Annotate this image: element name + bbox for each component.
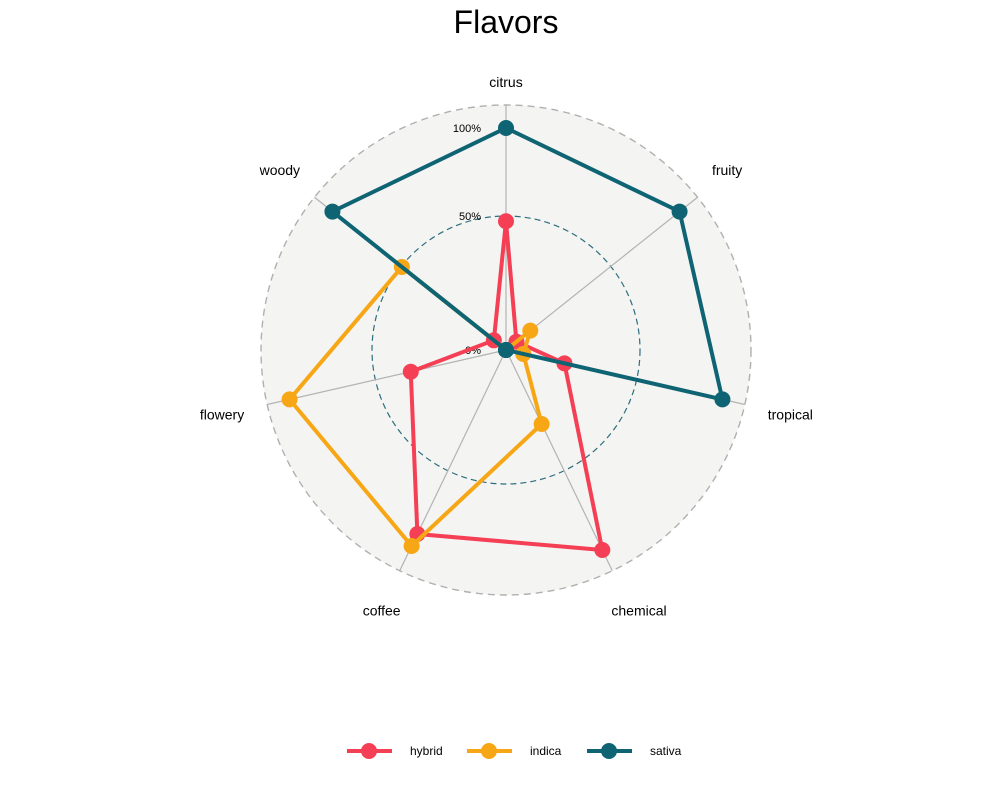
point-sativa-fruity [671,203,688,220]
series-sativa [324,120,731,408]
point-indica-fruity [522,322,539,339]
tick-labels: 0%50%100% [453,123,481,357]
point-indica-chemical [533,416,550,433]
axis-line-chemical [505,349,613,571]
chart-title: Flavors [454,4,559,40]
tick-label-1: 50% [459,211,481,223]
legend-label-hybrid: hybrid [410,744,443,758]
point-hybrid-flowery [402,363,419,380]
point-sativa-flowery [498,342,514,358]
legend-swatch-dot-hybrid [361,743,377,759]
legend: hybrid indica sativa [347,743,682,759]
legend-item-hybrid: hybrid [347,743,443,759]
point-indica-coffee [403,538,420,555]
legend-swatch-dot-indica [481,743,497,759]
axis-label-coffee: coffee [363,602,401,618]
axis-label-flowery: flowery [200,406,244,422]
axis-line-fruity [505,196,698,351]
point-indica-flowery [281,391,298,408]
axis-label-fruity: fruity [712,162,742,178]
tick-label-2: 100% [453,123,481,135]
point-hybrid-citrus [498,213,514,230]
axis-labels: citrus fruity tropical chemical coffee flower… [200,74,813,618]
point-sativa-woody [324,203,341,220]
series-layer [281,120,731,559]
legend-label-indica: indica [530,744,562,758]
axis-label-citrus: citrus [489,74,522,90]
point-sativa-citrus [498,120,514,136]
point-hybrid-chemical [594,542,611,559]
axis-line-flowery [267,349,507,406]
legend-item-indica: indica [467,743,562,759]
axis-label-woody: woody [259,162,300,178]
legend-item-sativa: sativa [587,743,682,759]
legend-swatch-dot-sativa [601,743,617,759]
series-line-sativa [330,126,725,402]
legend-label-sativa: sativa [650,744,682,758]
axis-label-chemical: chemical [611,602,666,618]
point-sativa-tropical [714,391,731,408]
axis-label-tropical: tropical [768,406,813,422]
